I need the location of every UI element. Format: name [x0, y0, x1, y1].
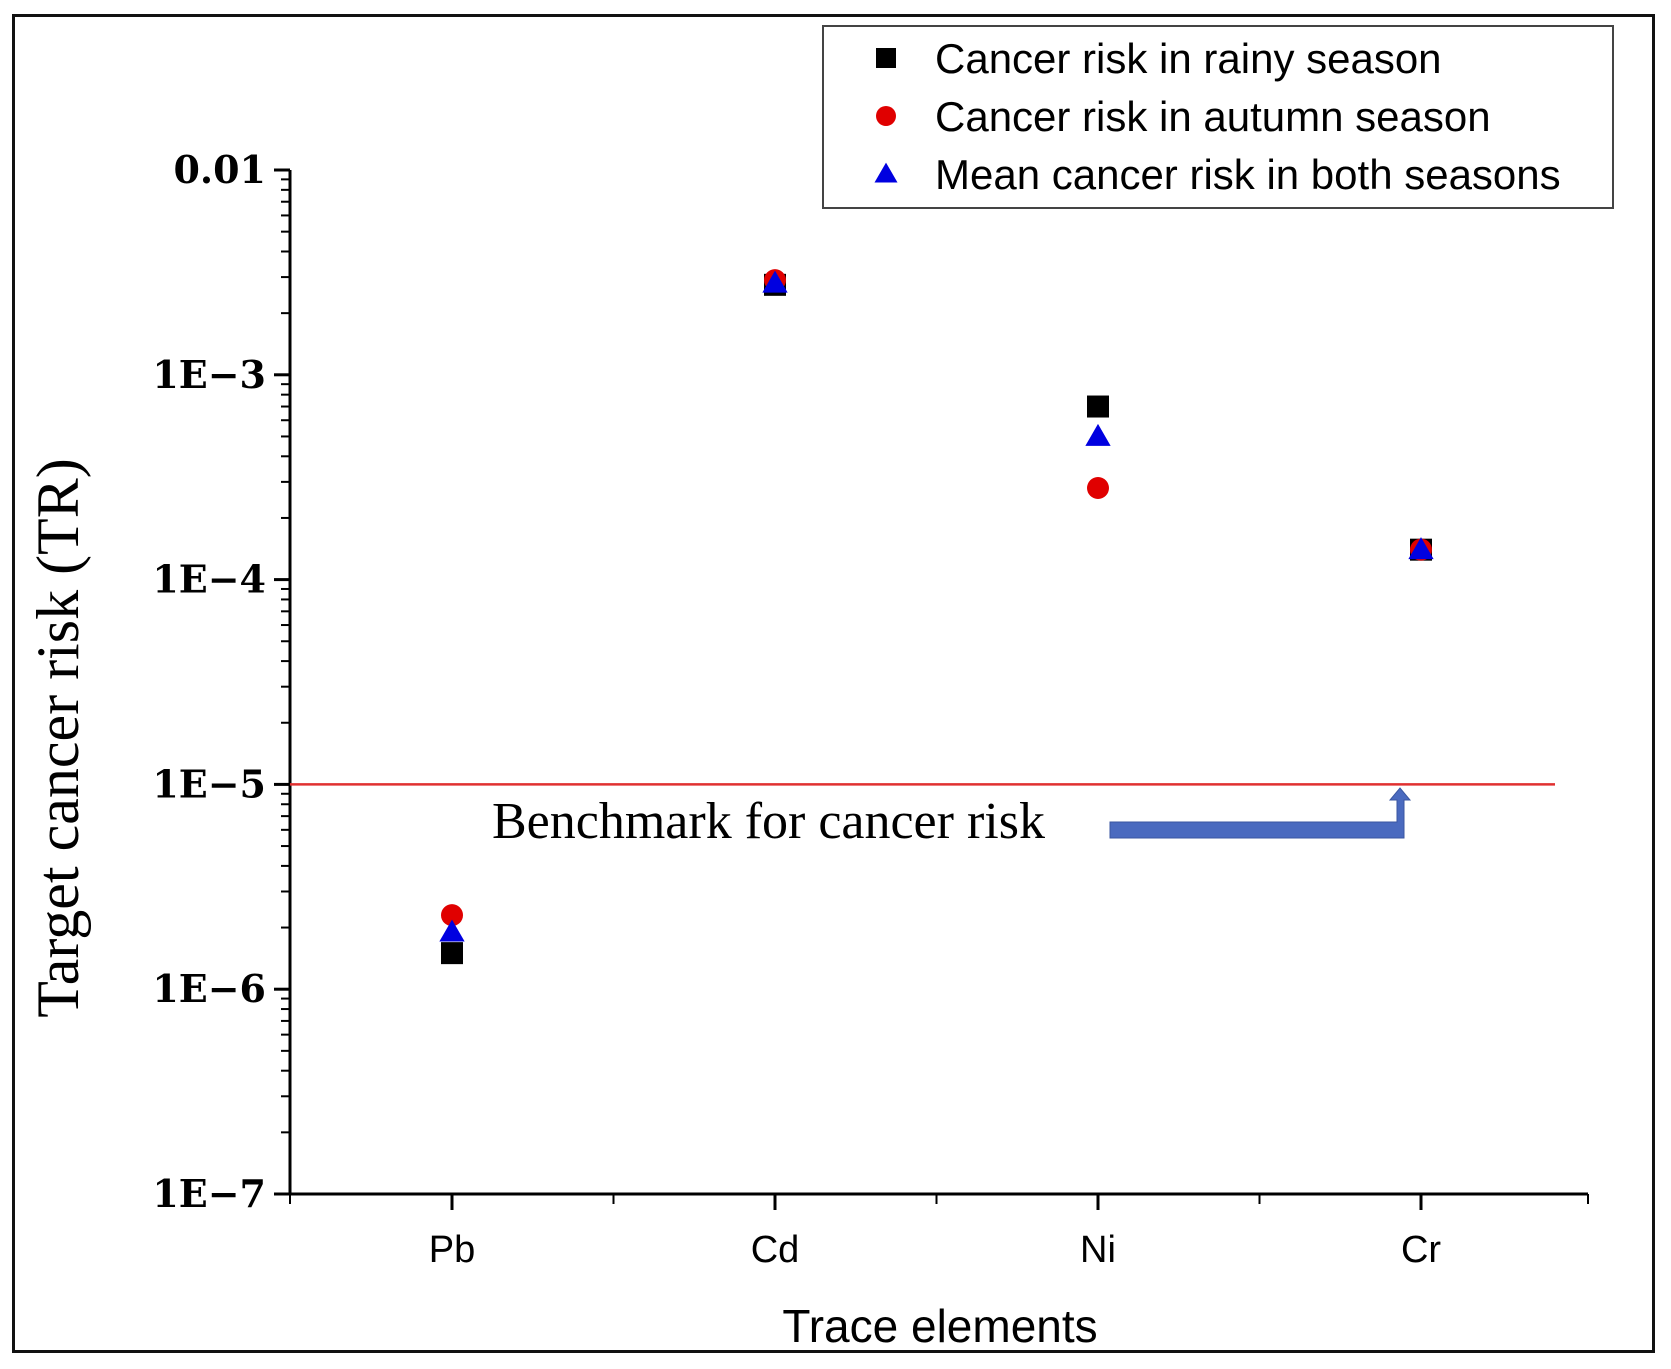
data-markers: [439, 269, 1434, 965]
triangle-marker-pb: [439, 919, 465, 942]
circle-marker-ni: [1087, 477, 1109, 500]
x-tick-label: Cd: [751, 1229, 800, 1271]
legend-entry-label: Cancer risk in rainy season: [935, 35, 1442, 82]
y-ticks: 0.01 1E−3 1E−4 1E−5 1E−6 1E−7: [152, 147, 290, 1216]
legend: Cancer risk in rainy season Cancer risk i…: [822, 25, 1614, 209]
legend-triangle-icon: [874, 162, 898, 183]
x-tick-label: Cr: [1401, 1229, 1441, 1271]
benchmark-label: Benchmark for cancer risk: [492, 793, 1045, 850]
legend-circle-icon: [876, 106, 896, 126]
x-axis-label: Trace elements: [782, 1300, 1097, 1352]
x-tick-label: Pb: [429, 1229, 475, 1271]
benchmark-arrow: [1109, 787, 1412, 839]
y-tick-label: 1E−3: [152, 352, 266, 397]
y-tick-label: 0.01: [173, 147, 266, 192]
legend-entry-label: Mean cancer risk in both seasons: [935, 151, 1561, 198]
legend-square-icon: [876, 48, 896, 68]
circle-marker-pb: [441, 904, 463, 927]
y-axis-label: Target cancer risk (TR): [25, 458, 91, 1017]
benchmark: Benchmark for cancer risk: [290, 783, 1555, 850]
axes: [288, 170, 1588, 1196]
legend-box: [822, 25, 1614, 209]
triangle-marker-cr: [1408, 537, 1434, 560]
y-tick-label: 1E−5: [152, 761, 266, 806]
square-marker-ni: [1087, 395, 1109, 418]
square-marker-pb: [441, 942, 463, 965]
x-ticks: Pb Cd Ni Cr: [289, 1194, 1589, 1271]
y-tick-label: 1E−6: [152, 966, 266, 1011]
legend-entry-label: Cancer risk in autumn season: [935, 93, 1491, 140]
triangle-marker-cd: [762, 270, 788, 293]
figure-frame: [12, 14, 1655, 1353]
y-tick-label: 1E−4: [152, 557, 266, 602]
x-tick-label: Ni: [1080, 1229, 1116, 1271]
triangle-marker-ni: [1085, 423, 1111, 446]
y-tick-label: 1E−7: [152, 1171, 266, 1216]
